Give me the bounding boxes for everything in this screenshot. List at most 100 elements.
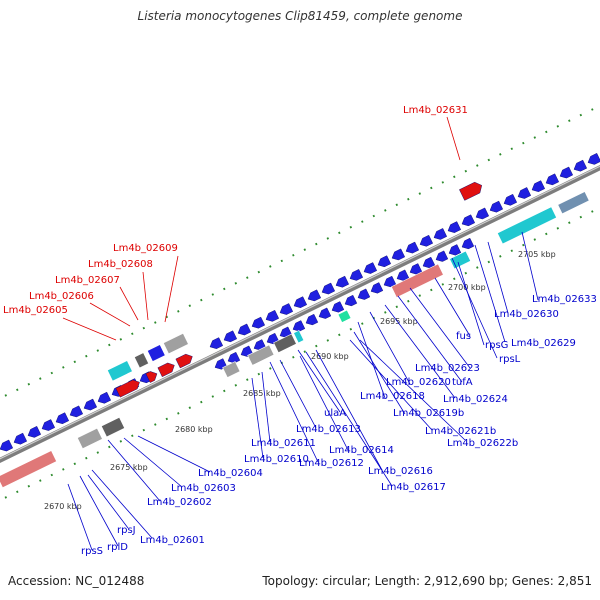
gene-arrow [318,307,332,319]
feature-shape [273,333,297,354]
leader-line [434,277,471,337]
gene-shape [447,221,462,233]
gene-arrow [293,296,308,308]
gene-label[interactable]: Lm4b_02604 [198,468,263,479]
gene-label[interactable]: Lm4b_02630 [494,309,559,320]
gene-label[interactable]: Lm4b_02603 [171,483,236,494]
grid-dot [154,321,157,324]
gene-label[interactable]: rpsG [485,340,508,351]
gene-arrow [461,237,475,250]
gene-label[interactable]: Lm4b_02621b [425,426,496,437]
gene-label[interactable]: ulaA [324,408,346,419]
gene-shape [344,294,358,307]
gene-label[interactable]: Lm4b_02605 [3,305,68,316]
gene-label[interactable]: fus [456,331,471,342]
grid-dot [39,479,42,482]
grid-dot [533,238,537,241]
grid-dot [27,484,31,488]
gene-label[interactable]: rpsL [499,354,521,365]
gene-label[interactable]: Lm4b_02602 [147,497,212,508]
grid-dot [522,243,525,247]
grid-dot [27,382,31,386]
leader-line [353,331,406,415]
grid-dot [50,371,54,375]
gene-arrow [459,181,483,201]
leader-line [164,255,179,323]
gene-shape [97,391,112,404]
gene-shape [545,173,560,186]
grid-dot [16,490,19,494]
gene-label[interactable]: Lm4b_02618 [360,391,425,402]
grid-dot [131,434,134,438]
grid-dot [246,378,249,381]
gene-label[interactable]: Lm4b_02614 [329,445,394,456]
gene-label[interactable]: rplD [107,542,128,553]
grid-dot [453,175,456,179]
grid-dot [545,130,548,134]
gene-label[interactable]: Lm4b_02631 [403,105,468,116]
leader-line [87,474,129,529]
scale-label: 2700 kbp [448,283,486,292]
gene-arrow [370,282,384,294]
grid-dot [211,293,215,296]
feature-block [390,263,444,298]
gene-label[interactable]: Lm4b_02633 [532,294,597,305]
gene-label[interactable]: Lm4b_02608 [88,259,153,270]
grid-dot [200,298,203,302]
grid-dot [499,153,502,156]
gene-label[interactable]: Lm4b_02622b [447,438,518,449]
gene-label[interactable]: Lm4b_02609 [113,243,178,254]
gene-label[interactable]: Lm4b_02617 [381,482,446,493]
gene-shape [405,241,420,254]
gene-shape [115,379,140,398]
gene-label[interactable]: Lm4b_02623 [415,363,480,374]
grid-dot [395,305,399,309]
gene-label[interactable]: Lm4b_02607 [55,275,120,286]
gene-label[interactable]: Lm4b_02601 [140,535,205,546]
gene-arrow [335,275,350,288]
grid-dot [16,388,19,392]
gene-label[interactable]: rpsJ [117,525,136,536]
grid-dot [119,440,123,443]
grid-dot [50,473,54,477]
grid-dot [568,119,571,123]
gene-label[interactable]: Lm4b_02619b [393,408,464,419]
gene-label[interactable]: Lm4b_02620 [386,377,451,388]
gene-shape [448,244,462,256]
grid-dot [326,237,330,240]
gene-label[interactable]: Lm4b_02613 [296,424,361,435]
gene-label[interactable]: Lm4b_02612 [299,458,364,469]
gene-label[interactable]: Lm4b_02624 [443,394,508,405]
gene-label[interactable]: rpsS [81,546,103,557]
gene-arrow [349,269,364,281]
gene-label[interactable]: Lm4b_02611 [251,438,316,449]
gene-label[interactable]: Lm4b_02606 [29,291,94,302]
gene-arrow [419,234,434,247]
grid-dot [85,354,88,358]
gene-label[interactable]: Lm4b_02629 [511,338,576,349]
grid-dot [361,220,364,223]
feature-shape [162,332,189,355]
gene-arrow [433,228,448,240]
grid-dot [223,389,226,393]
grid-dot [154,423,157,426]
gene-shape [13,432,28,445]
leader-line [67,483,93,551]
grid-dot [453,277,456,281]
gene-arrow [461,214,476,227]
gene-arrow [292,320,306,332]
gene-label[interactable]: tufA [452,377,473,388]
gene-label[interactable]: Lm4b_02616 [368,466,433,477]
gene-shape [69,405,84,418]
gene-arrow [391,248,406,261]
gene-shape [318,307,332,319]
grid-dot [62,366,65,369]
feature-shape [100,416,126,438]
grid-dot [4,496,8,499]
grid-dot [395,203,399,207]
grid-dot [556,227,560,230]
gene-shape [531,180,546,192]
grid-dot [280,259,284,263]
gene-label[interactable]: Lm4b_02610 [244,454,309,465]
